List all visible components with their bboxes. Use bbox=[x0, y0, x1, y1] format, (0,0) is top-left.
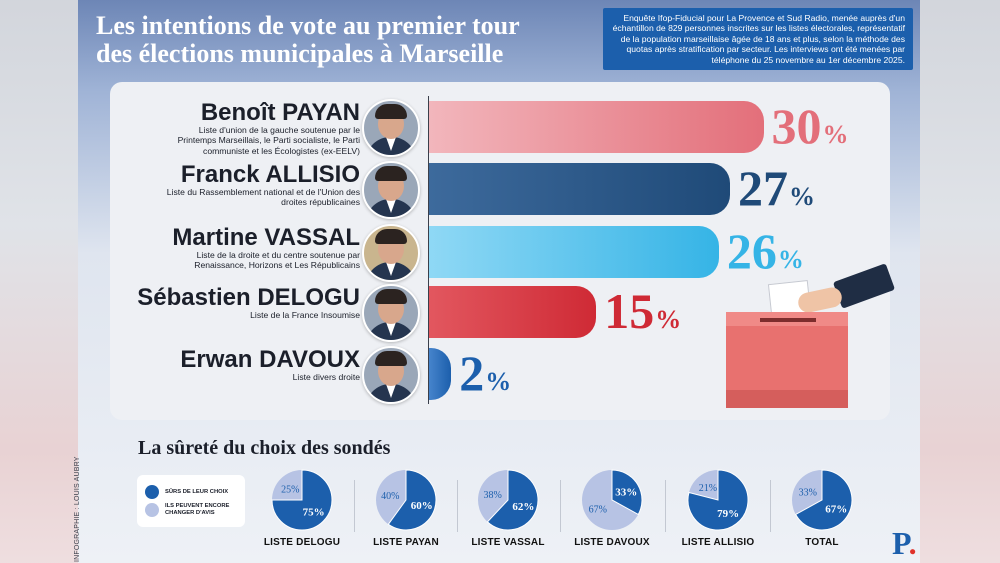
pie-liste-allisio: 79% 21% LISTE ALLISIO bbox=[668, 468, 768, 548]
candidate-photo-franck-allisio bbox=[362, 161, 420, 219]
bar-martine-vassal bbox=[429, 226, 719, 278]
pie-graphic: 67% 33% bbox=[792, 469, 853, 531]
pie-graphic: 60% 40% bbox=[376, 469, 437, 531]
pie-divider bbox=[457, 480, 458, 532]
pie-label: LISTE PAYAN bbox=[373, 537, 439, 548]
candidate-name-sebastien-delogu: Sébastien DELOGU bbox=[137, 284, 360, 311]
logo-dot: . bbox=[908, 525, 917, 561]
value-label-franck-allisio: 27% bbox=[738, 162, 815, 214]
pie-value-unsure: 38% bbox=[483, 490, 501, 501]
pie-divider bbox=[665, 480, 666, 532]
methodology-box: Enquête Ifop-Fiducial pour La Provence e… bbox=[603, 8, 913, 70]
value-number: 15 bbox=[604, 283, 655, 339]
pie-liste-payan: 60% 40% LISTE PAYAN bbox=[356, 468, 456, 548]
pie-liste-vassal: 62% 38% LISTE VASSAL bbox=[458, 468, 558, 548]
candidate-photo-benoit-payan bbox=[362, 99, 420, 157]
value-label-sebastien-delogu: 15% bbox=[604, 285, 681, 337]
pie-value-unsure: 40% bbox=[381, 491, 399, 502]
pie-slice-sure bbox=[687, 469, 749, 531]
value-number: 30 bbox=[771, 98, 822, 154]
candidate-photo-martine-vassal bbox=[362, 224, 420, 282]
pie-graphic: 62% 38% bbox=[478, 469, 539, 531]
value-unit: % bbox=[777, 245, 804, 274]
candidate-list-martine-vassal: Liste de la droite et du centre soutenue… bbox=[194, 250, 360, 271]
value-label-martine-vassal: 26% bbox=[727, 225, 804, 277]
legend-label-sure: SÛRS DE LEUR CHOIX bbox=[165, 488, 229, 495]
value-number: 26 bbox=[726, 223, 777, 279]
candidate-photo-erwan-davoux bbox=[362, 346, 420, 404]
pie-label: TOTAL bbox=[805, 537, 839, 548]
candidate-photo-sebastien-delogu bbox=[362, 284, 420, 342]
legend-item-unsure: ILS PEUVENT ENCORE CHANGER D'AVIS bbox=[145, 503, 237, 517]
candidate-list-erwan-davoux: Liste divers droite bbox=[292, 372, 360, 382]
bar-franck-allisio bbox=[429, 163, 731, 215]
candidate-list-benoit-payan: Liste d'union de la gauche soutenue par … bbox=[177, 125, 360, 156]
pie-value-sure: 79% bbox=[717, 508, 739, 520]
legend-item-sure: SÛRS DE LEUR CHOIX bbox=[145, 485, 237, 499]
candidate-name-martine-vassal: Martine VASSAL bbox=[172, 224, 360, 251]
pie-slice-sure bbox=[611, 469, 643, 516]
pie-section-title: La sûreté du choix des sondés bbox=[138, 437, 391, 459]
ballot-slot bbox=[760, 318, 816, 322]
background-left bbox=[0, 0, 78, 563]
value-unit: % bbox=[485, 367, 512, 396]
pie-graphic: 75% 25% bbox=[271, 469, 333, 531]
pie-divider bbox=[560, 480, 561, 532]
pie-label: LISTE VASSAL bbox=[471, 537, 545, 548]
value-number: 2 bbox=[459, 345, 485, 401]
legend-swatch-sure bbox=[145, 485, 159, 499]
pie-label: LISTE ALLISIO bbox=[681, 537, 755, 548]
pie-slice-sure bbox=[486, 469, 539, 531]
pie-divider bbox=[770, 480, 771, 532]
pie-total: 67% 33% TOTAL bbox=[772, 468, 872, 548]
pie-slice-sure bbox=[795, 469, 853, 531]
value-unit: % bbox=[655, 305, 682, 334]
ballot-box bbox=[726, 312, 848, 408]
pie-label: LISTE DAVOUX bbox=[574, 537, 650, 548]
pie-value-unsure: 21% bbox=[699, 483, 717, 494]
pie-value-sure: 67% bbox=[825, 503, 847, 515]
pie-graphic: 33% 67% bbox=[582, 469, 643, 530]
bar-axis bbox=[428, 96, 429, 404]
pie-slice-sure bbox=[271, 469, 333, 531]
la-provence-logo: P. bbox=[892, 525, 917, 561]
title-line-1: Les intentions de vote au premier tour bbox=[96, 11, 520, 40]
pie-value-sure: 62% bbox=[512, 501, 534, 513]
pie-slice-sure bbox=[387, 469, 437, 531]
pie-value-unsure: 33% bbox=[799, 488, 817, 499]
logo-letter: P bbox=[892, 525, 909, 561]
pie-value-sure: 60% bbox=[411, 500, 433, 512]
bar-benoit-payan bbox=[429, 101, 764, 153]
candidate-name-erwan-davoux: Erwan DAVOUX bbox=[180, 346, 360, 373]
pie-value-sure: 75% bbox=[303, 507, 325, 519]
value-unit: % bbox=[822, 120, 849, 149]
bar-sebastien-delogu bbox=[429, 286, 597, 338]
value-number: 27 bbox=[738, 160, 789, 216]
candidate-name-franck-allisio: Franck ALLISIO bbox=[180, 161, 360, 188]
value-label-erwan-davoux: 2% bbox=[459, 347, 511, 399]
pie-liste-delogu: 75% 25% LISTE DELOGU bbox=[252, 468, 352, 548]
candidate-list-franck-allisio: Liste du Rassemblement national et de l'… bbox=[166, 187, 360, 208]
value-unit: % bbox=[789, 182, 816, 211]
bar-erwan-davoux bbox=[429, 348, 452, 400]
background-right bbox=[920, 0, 1000, 563]
credit-text: INFOGRAPHIE : LOUIS AUBRY bbox=[74, 456, 81, 562]
legend-swatch-unsure bbox=[145, 503, 159, 517]
pie-liste-davoux: 33% 67% LISTE DAVOUX bbox=[562, 468, 662, 548]
candidate-name-benoit-payan: Benoît PAYAN bbox=[200, 99, 360, 126]
legend-label-unsure: ILS PEUVENT ENCORE CHANGER D'AVIS bbox=[165, 503, 230, 516]
candidate-list-sebastien-delogu: Liste de la France Insoumise bbox=[250, 310, 360, 320]
value-label-benoit-payan: 30% bbox=[772, 100, 849, 152]
pie-value-sure: 33% bbox=[615, 487, 637, 499]
pie-value-unsure: 67% bbox=[589, 504, 607, 515]
page-title: Les intentions de vote au premier tour d… bbox=[96, 12, 616, 68]
pie-divider bbox=[354, 480, 355, 532]
pie-label: LISTE DELOGU bbox=[263, 537, 341, 548]
title-line-2: des élections municipales à Marseille bbox=[96, 39, 504, 68]
pie-graphic: 79% 21% bbox=[687, 469, 749, 531]
pie-legend: SÛRS DE LEUR CHOIX ILS PEUVENT ENCORE CH… bbox=[137, 475, 245, 527]
pie-value-unsure: 25% bbox=[281, 484, 299, 495]
